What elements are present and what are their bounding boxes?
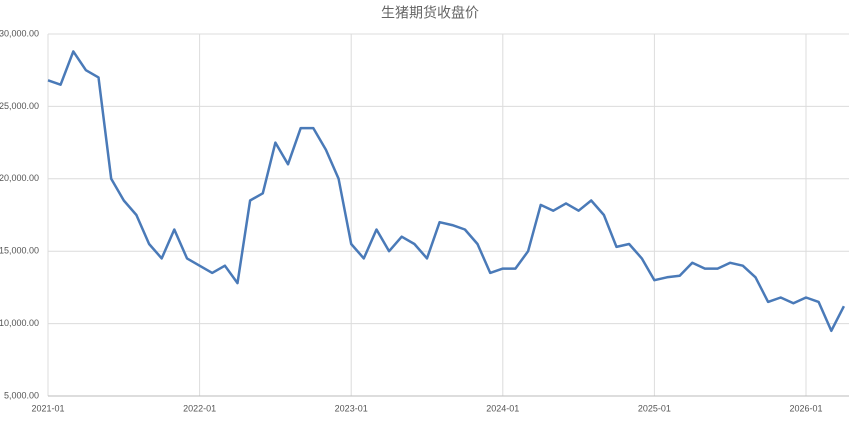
y-tick-label: 20,000.00	[0, 173, 39, 183]
y-tick-label: 5,000.00	[4, 390, 39, 400]
x-tick-label: 2023-01	[335, 403, 368, 413]
y-tick-label: 15,000.00	[0, 246, 39, 256]
y-tick-label: 30,000.00	[0, 28, 39, 38]
chart-title: 生猪期货收盘价	[381, 5, 479, 21]
x-tick-label: 2024-01	[486, 403, 519, 413]
x-tick-label: 2022-01	[183, 403, 216, 413]
x-tick-label: 2021-01	[31, 403, 64, 413]
y-tick-label: 10,000.00	[0, 318, 39, 328]
x-tick-label: 2026-01	[789, 403, 822, 413]
x-tick-label: 2025-01	[638, 403, 671, 413]
y-tick-label: 25,000.00	[0, 101, 39, 111]
line-series	[47, 50, 846, 333]
